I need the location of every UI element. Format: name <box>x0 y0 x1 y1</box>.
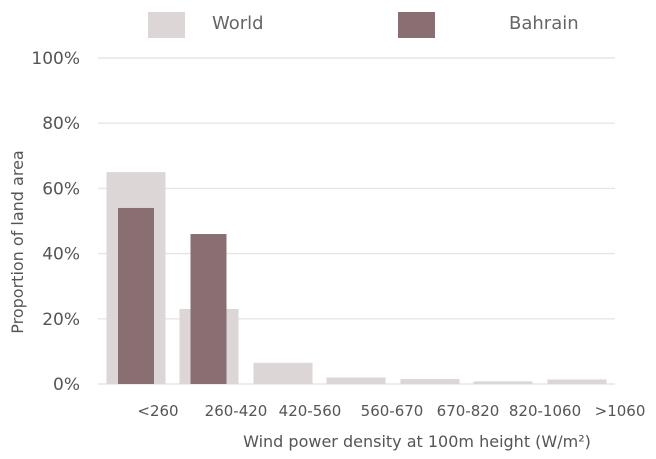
y-tick-label: 0% <box>53 375 80 395</box>
x-tick-label: 420-560 <box>279 402 342 420</box>
x-tick-label: 560-670 <box>361 402 424 420</box>
bar-world <box>400 379 460 384</box>
y-tick-label: 20% <box>42 310 80 330</box>
legend-label-world: World <box>212 13 264 34</box>
bar-bahrain <box>118 207 154 384</box>
y-tick-label: 40% <box>42 245 80 265</box>
y-tick-label: 60% <box>42 179 80 199</box>
axes: 0% 20% 40% 60% 80% 100% <260 260-420 420-560 560-… <box>8 49 645 451</box>
bar-world <box>547 379 607 384</box>
x-tick-label: <260 <box>137 402 178 420</box>
x-tick-label: 670-820 <box>437 402 500 420</box>
grid-lines <box>98 57 615 385</box>
y-tick-label: 100% <box>31 49 80 69</box>
legend-swatch-world <box>148 12 185 38</box>
y-axis-title: Proportion of land area <box>8 150 27 333</box>
x-tick-label: 820-1060 <box>509 402 581 420</box>
bar-world <box>473 381 533 384</box>
legend-swatch-bahrain <box>398 12 435 38</box>
bar-world <box>253 362 313 384</box>
y-tick-label: 80% <box>42 114 80 134</box>
bar-world <box>326 377 386 384</box>
x-axis-title: Wind power density at 100m height (W/m²) <box>243 432 591 451</box>
legend: World Bahrain <box>148 12 579 38</box>
legend-label-bahrain: Bahrain <box>509 13 579 34</box>
bars <box>106 172 607 384</box>
x-tick-label: >1060 <box>595 402 646 420</box>
x-tick-label: 260-420 <box>205 402 268 420</box>
bar-bahrain <box>190 234 227 384</box>
